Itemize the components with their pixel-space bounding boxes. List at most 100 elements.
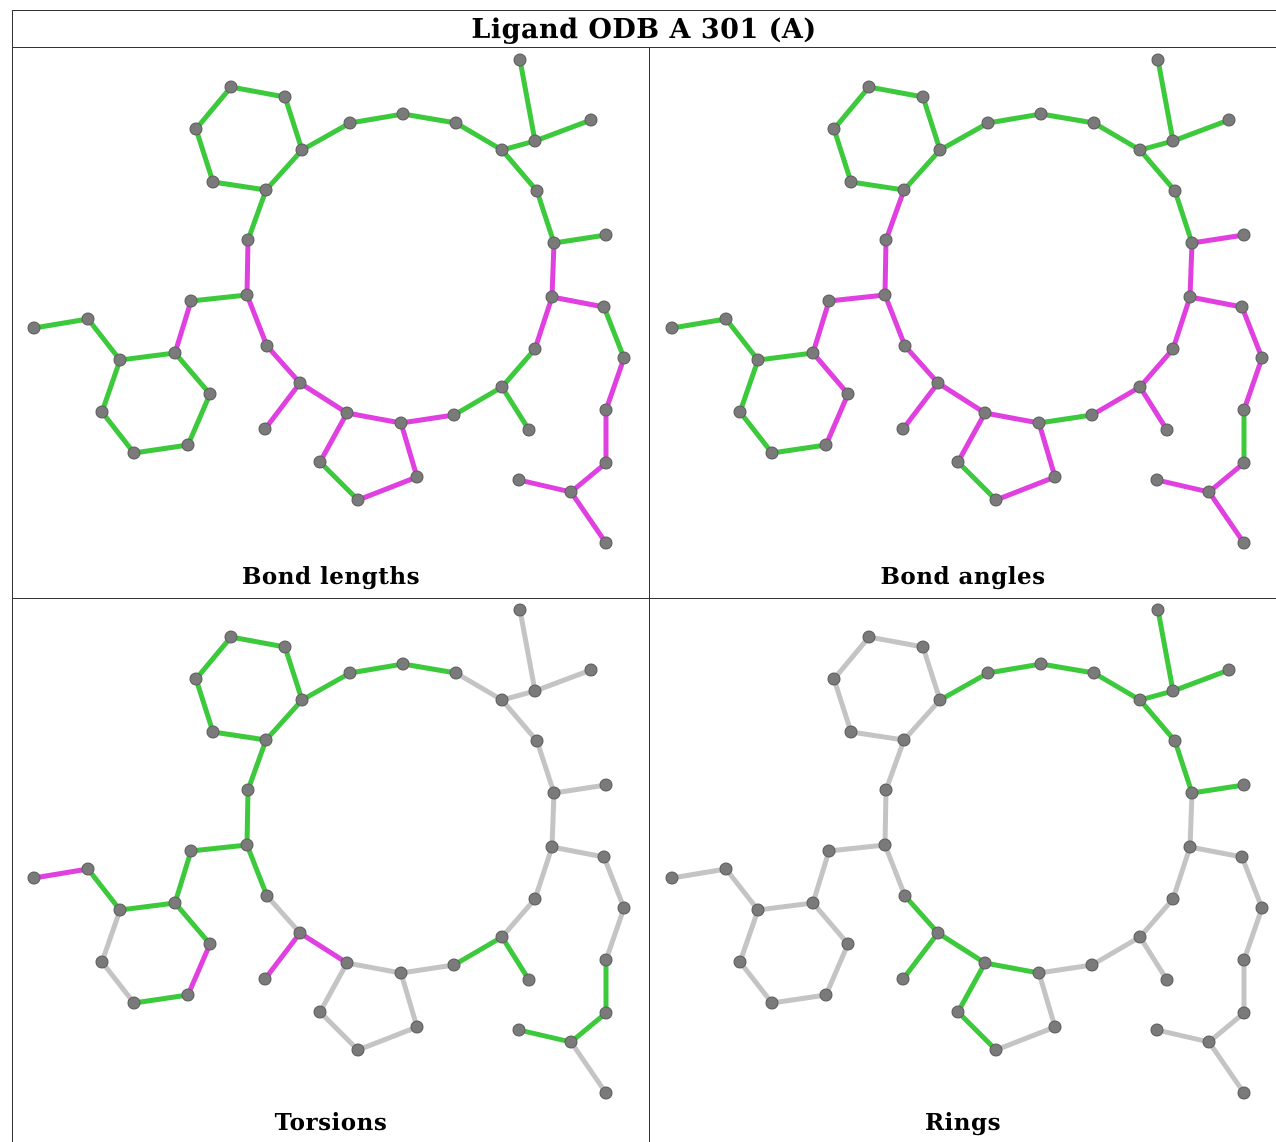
bond xyxy=(958,413,985,462)
bond xyxy=(726,869,758,910)
bond xyxy=(1209,1013,1244,1042)
bond xyxy=(869,637,923,647)
bond xyxy=(34,319,88,328)
atom xyxy=(1184,841,1196,853)
atom xyxy=(352,1044,364,1056)
bond xyxy=(300,933,347,963)
bond xyxy=(829,295,885,301)
atom xyxy=(96,406,108,418)
bond xyxy=(102,360,120,412)
bond xyxy=(740,910,758,962)
panel-rings: Rings xyxy=(650,599,1276,1142)
atom xyxy=(411,1021,423,1033)
bond xyxy=(1140,349,1173,387)
bond xyxy=(1190,243,1192,297)
bond xyxy=(403,664,456,673)
atom xyxy=(169,347,181,359)
atom xyxy=(261,340,273,352)
atom xyxy=(600,779,612,791)
atom xyxy=(752,354,764,366)
molecule-view xyxy=(650,49,1276,598)
bond xyxy=(1175,741,1192,793)
bond xyxy=(851,182,904,190)
atom xyxy=(1167,685,1179,697)
atom xyxy=(185,845,197,857)
atom xyxy=(820,439,832,451)
bond xyxy=(813,851,829,903)
bond xyxy=(885,240,886,295)
bond xyxy=(571,1013,606,1042)
bond xyxy=(772,445,826,453)
atom xyxy=(820,989,832,1001)
bond xyxy=(1094,123,1140,150)
bond xyxy=(1157,1030,1209,1042)
bond xyxy=(265,383,300,429)
atom xyxy=(898,184,910,196)
atom xyxy=(225,81,237,93)
atom xyxy=(1152,54,1164,66)
bond xyxy=(904,700,940,740)
bond xyxy=(320,413,347,462)
atom xyxy=(842,938,854,950)
bond xyxy=(120,903,175,910)
atom xyxy=(204,938,216,950)
atom xyxy=(880,784,892,796)
atom xyxy=(766,447,778,459)
bond xyxy=(904,150,940,190)
bond xyxy=(726,319,758,360)
bond xyxy=(1209,492,1244,543)
bond xyxy=(813,301,829,353)
atom xyxy=(600,954,612,966)
atom xyxy=(879,839,891,851)
atom xyxy=(1203,1036,1215,1048)
atom xyxy=(598,301,610,313)
atom xyxy=(1151,1024,1163,1036)
atom xyxy=(450,117,462,129)
bond xyxy=(552,793,554,847)
bond xyxy=(454,937,502,965)
atom xyxy=(242,784,254,796)
bond xyxy=(985,963,1039,973)
bond xyxy=(886,190,904,240)
molecule-view xyxy=(13,599,649,1142)
atom xyxy=(1134,381,1146,393)
bond xyxy=(401,423,417,477)
bond xyxy=(1157,480,1209,492)
atom xyxy=(1223,114,1235,126)
bond xyxy=(1173,120,1229,141)
bond xyxy=(248,190,266,240)
bond xyxy=(196,129,213,182)
bond xyxy=(520,610,535,691)
atom xyxy=(934,144,946,156)
atom xyxy=(842,388,854,400)
atom xyxy=(618,902,630,914)
bond xyxy=(1242,857,1262,908)
atom xyxy=(990,494,1002,506)
atom xyxy=(225,631,237,643)
bond xyxy=(1209,463,1244,492)
bond xyxy=(537,741,554,793)
bond xyxy=(320,963,347,1012)
atom xyxy=(1049,471,1061,483)
bond xyxy=(552,847,604,857)
bond xyxy=(134,445,188,453)
bond xyxy=(885,845,905,896)
atom xyxy=(207,176,219,188)
bond xyxy=(403,114,456,123)
atom xyxy=(979,407,991,419)
bond xyxy=(869,87,923,97)
bond xyxy=(1192,785,1244,793)
bond xyxy=(1173,670,1229,691)
atom xyxy=(734,956,746,968)
bond xyxy=(826,944,848,995)
atom xyxy=(1238,779,1250,791)
bond xyxy=(196,679,213,732)
atom xyxy=(1238,1087,1250,1099)
bond xyxy=(102,962,134,1003)
bond xyxy=(606,908,624,960)
bond xyxy=(535,670,591,691)
atom xyxy=(666,872,678,884)
bond xyxy=(347,963,401,973)
bond xyxy=(1094,673,1140,700)
bond xyxy=(231,637,285,647)
